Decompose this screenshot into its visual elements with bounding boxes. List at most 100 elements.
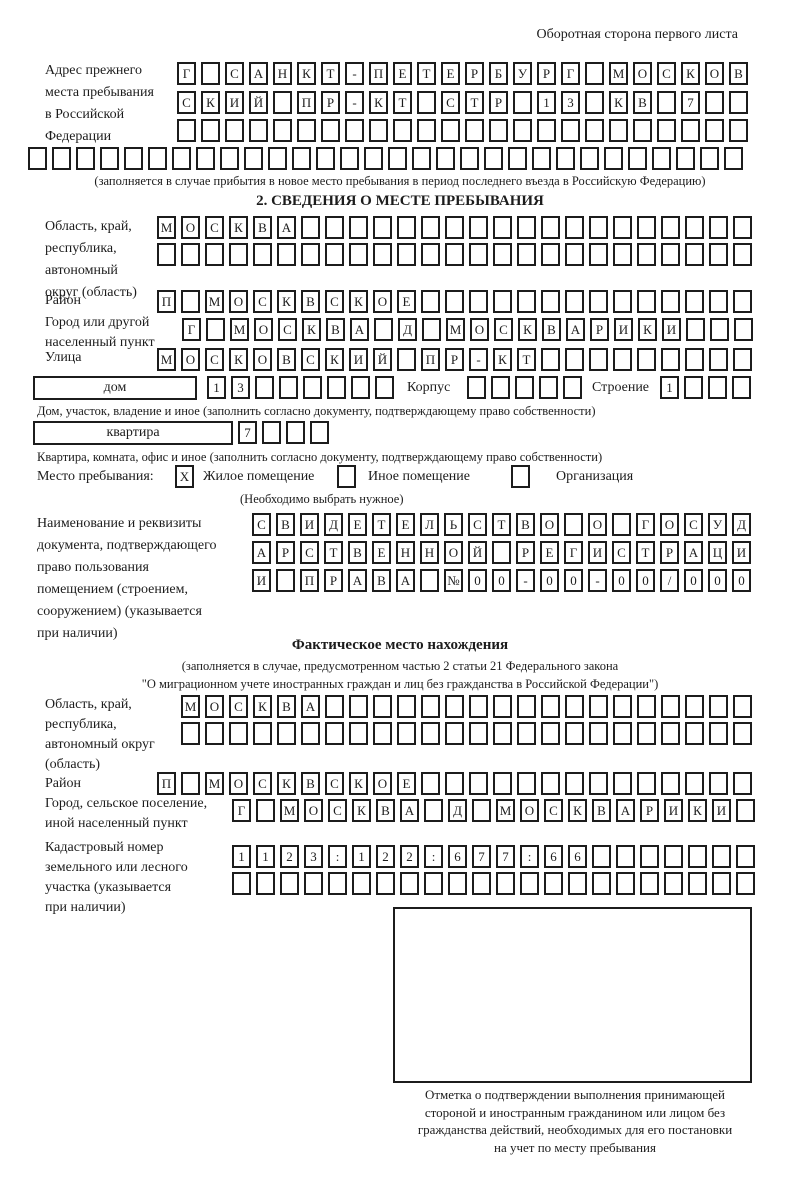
char-cell[interactable]: О bbox=[540, 513, 559, 536]
char-cell[interactable] bbox=[400, 872, 419, 895]
char-cell[interactable] bbox=[276, 569, 295, 592]
char-cell[interactable]: Т bbox=[636, 541, 655, 564]
stay-type-checkbox-residential[interactable]: X bbox=[175, 465, 194, 488]
char-cell[interactable]: М bbox=[496, 799, 515, 822]
char-cell[interactable] bbox=[637, 290, 656, 313]
char-cell[interactable] bbox=[661, 695, 680, 718]
char-cell[interactable]: И bbox=[732, 541, 751, 564]
char-cell[interactable] bbox=[177, 119, 196, 142]
char-cell[interactable] bbox=[565, 772, 584, 795]
char-cell[interactable]: А bbox=[252, 541, 271, 564]
char-cell[interactable] bbox=[232, 872, 251, 895]
char-cell[interactable] bbox=[181, 772, 200, 795]
char-cell[interactable]: О bbox=[254, 318, 273, 341]
char-cell[interactable] bbox=[585, 91, 604, 114]
char-cell[interactable]: 0 bbox=[684, 569, 703, 592]
char-cell[interactable] bbox=[249, 119, 268, 142]
char-cell[interactable]: С bbox=[544, 799, 563, 822]
char-cell[interactable]: К bbox=[277, 290, 296, 313]
char-cell[interactable]: А bbox=[277, 216, 296, 239]
char-cell[interactable]: С bbox=[229, 695, 248, 718]
char-cell[interactable] bbox=[709, 695, 728, 718]
char-cell[interactable]: К bbox=[518, 318, 537, 341]
char-cell[interactable] bbox=[297, 119, 316, 142]
char-cell[interactable]: Й bbox=[373, 348, 392, 371]
char-cell[interactable] bbox=[421, 243, 440, 266]
char-cell[interactable]: О bbox=[229, 290, 248, 313]
char-cell[interactable] bbox=[580, 147, 599, 170]
char-cell[interactable]: 2 bbox=[376, 845, 395, 868]
char-cell[interactable]: 3 bbox=[304, 845, 323, 868]
char-cell[interactable]: С bbox=[325, 772, 344, 795]
char-cell[interactable] bbox=[417, 91, 436, 114]
char-cell[interactable] bbox=[445, 772, 464, 795]
char-cell[interactable]: И bbox=[664, 799, 683, 822]
char-cell[interactable] bbox=[460, 147, 479, 170]
char-cell[interactable]: У bbox=[513, 62, 532, 85]
char-cell[interactable] bbox=[397, 348, 416, 371]
char-cell[interactable] bbox=[541, 772, 560, 795]
char-cell[interactable]: В bbox=[277, 348, 296, 371]
char-cell[interactable] bbox=[469, 722, 488, 745]
stay-type-checkbox-organization[interactable] bbox=[511, 465, 530, 488]
char-cell[interactable] bbox=[280, 872, 299, 895]
char-cell[interactable] bbox=[685, 216, 704, 239]
char-cell[interactable] bbox=[316, 147, 335, 170]
char-cell[interactable] bbox=[609, 119, 628, 142]
char-cell[interactable]: 1 bbox=[256, 845, 275, 868]
char-cell[interactable]: М bbox=[230, 318, 249, 341]
char-cell[interactable] bbox=[652, 147, 671, 170]
char-cell[interactable]: В bbox=[633, 91, 652, 114]
char-cell[interactable]: Т bbox=[492, 513, 511, 536]
char-cell[interactable] bbox=[515, 376, 534, 399]
char-cell[interactable] bbox=[493, 216, 512, 239]
char-cell[interactable] bbox=[541, 348, 560, 371]
char-cell[interactable] bbox=[685, 695, 704, 718]
char-cell[interactable]: К bbox=[253, 695, 272, 718]
char-cell[interactable]: Р bbox=[324, 569, 343, 592]
char-cell[interactable]: А bbox=[249, 62, 268, 85]
char-cell[interactable] bbox=[565, 216, 584, 239]
char-cell[interactable] bbox=[637, 348, 656, 371]
char-cell[interactable] bbox=[397, 216, 416, 239]
char-cell[interactable] bbox=[705, 91, 724, 114]
char-cell[interactable] bbox=[229, 722, 248, 745]
char-cell[interactable]: О bbox=[444, 541, 463, 564]
char-cell[interactable]: И bbox=[588, 541, 607, 564]
char-cell[interactable]: Е bbox=[396, 513, 415, 536]
char-cell[interactable]: С bbox=[612, 541, 631, 564]
char-cell[interactable] bbox=[52, 147, 71, 170]
stay-type-checkbox-other[interactable] bbox=[337, 465, 356, 488]
char-cell[interactable]: : bbox=[520, 845, 539, 868]
char-cell[interactable] bbox=[325, 216, 344, 239]
char-cell[interactable]: 0 bbox=[492, 569, 511, 592]
char-cell[interactable] bbox=[585, 62, 604, 85]
char-cell[interactable]: Т bbox=[321, 62, 340, 85]
char-cell[interactable] bbox=[661, 348, 680, 371]
char-cell[interactable] bbox=[564, 513, 583, 536]
char-cell[interactable]: Ц bbox=[708, 541, 727, 564]
char-cell[interactable]: Г bbox=[561, 62, 580, 85]
char-cell[interactable] bbox=[733, 290, 752, 313]
char-cell[interactable]: 0 bbox=[732, 569, 751, 592]
char-cell[interactable] bbox=[496, 872, 515, 895]
char-cell[interactable] bbox=[273, 91, 292, 114]
char-cell[interactable]: Т bbox=[517, 348, 536, 371]
char-cell[interactable] bbox=[589, 348, 608, 371]
char-cell[interactable]: Н bbox=[273, 62, 292, 85]
char-cell[interactable]: 7 bbox=[238, 421, 257, 444]
char-cell[interactable]: А bbox=[616, 799, 635, 822]
char-cell[interactable] bbox=[374, 318, 393, 341]
char-cell[interactable] bbox=[685, 722, 704, 745]
char-cell[interactable] bbox=[733, 348, 752, 371]
char-cell[interactable] bbox=[472, 799, 491, 822]
char-cell[interactable]: Р bbox=[640, 799, 659, 822]
char-cell[interactable] bbox=[637, 772, 656, 795]
char-cell[interactable] bbox=[279, 376, 298, 399]
char-cell[interactable] bbox=[709, 216, 728, 239]
char-cell[interactable]: С bbox=[657, 62, 676, 85]
char-cell[interactable]: М bbox=[157, 348, 176, 371]
char-cell[interactable] bbox=[303, 376, 322, 399]
char-cell[interactable]: С bbox=[177, 91, 196, 114]
char-cell[interactable] bbox=[448, 872, 467, 895]
